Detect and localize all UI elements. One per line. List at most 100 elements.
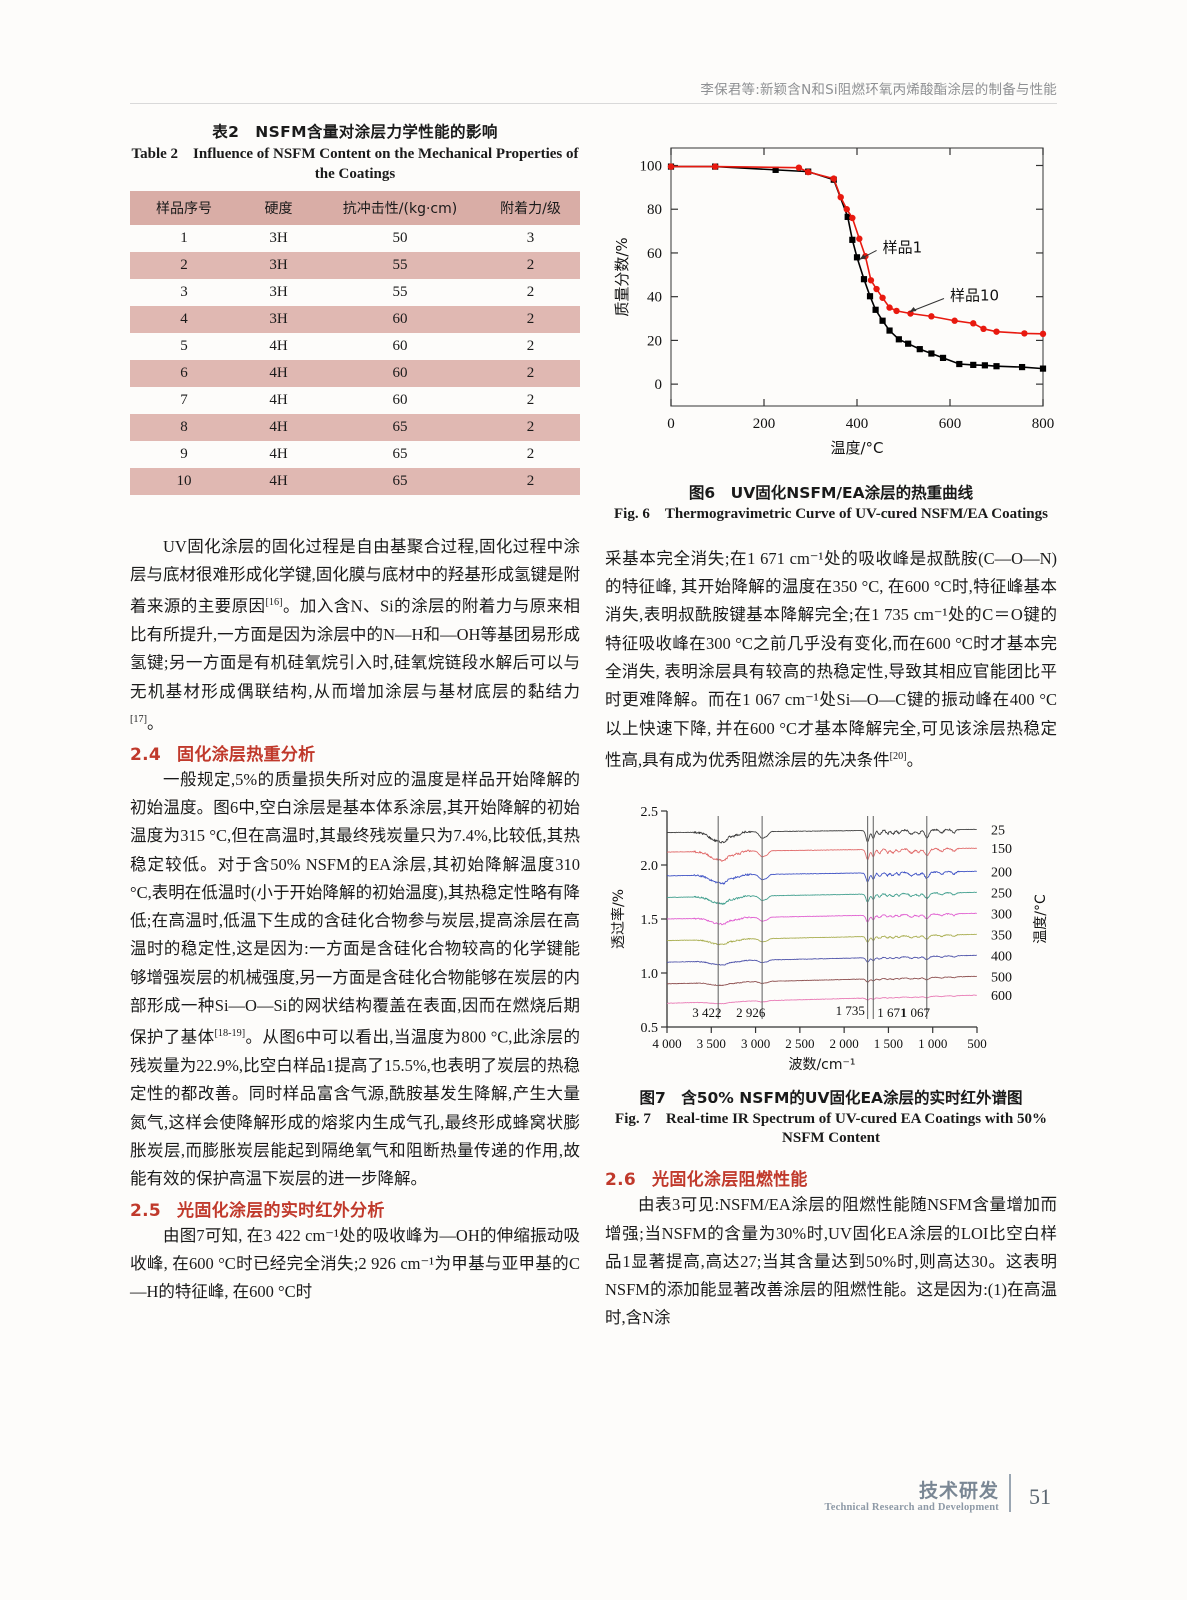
figure7-ir-chart: 4 000 3 500 3 000 2 500 2 000 1 500 1 000 500 0.… (605, 789, 1057, 1082)
left-column: 表2 NSFM含量对涂层力学性能的影响 Table 2 Influence of… (130, 120, 580, 1307)
svg-text:250: 250 (991, 886, 1012, 901)
running-head-rule (130, 103, 1057, 104)
section-heading-2-6: 2.6 光固化涂层阻燃性能 (605, 1165, 1057, 1190)
svg-text:40: 40 (647, 290, 662, 306)
page-number: 51 (1029, 1484, 1051, 1509)
table-header-row: 样品序号 硬度 抗冲击性/(kg·cm) 附着力/级 (130, 190, 580, 225)
svg-text:样品10: 样品10 (950, 286, 999, 304)
figure6-caption-en: Fig. 6 Thermogravimetric Curve of UV-cur… (614, 506, 1048, 522)
cell-impact: 50 (392, 229, 408, 246)
cell-sample-no: 4 (130, 305, 238, 333)
cell-sample-no: 8 (130, 413, 238, 441)
cell-hardness: 3H (238, 251, 319, 279)
cell-hardness: 4H (269, 445, 288, 462)
cell-sample-no: 6 (130, 359, 238, 387)
section-heading-2-5: 2.5 光固化涂层的实时红外分析 (130, 1196, 580, 1221)
page-footer: 技术研发 Technical Research and Development … (130, 1468, 1057, 1528)
table-row: 8 4H 65 2 (130, 413, 580, 441)
running-head: 李保君等:新颖含N和Si阻燃环氧丙烯酸酯涂层的制备与性能 (700, 82, 1057, 98)
svg-text:透过率/%: 透过率/% (610, 889, 627, 949)
section-number: 2.6 (605, 1170, 637, 1191)
cell-adhesion: 2 (481, 359, 580, 387)
cell-adhesion: 2 (526, 337, 535, 354)
right-column: 0 200 400 600 800 0 20 40 60 80 100 温度/°C 质量分数/% 样品1 样… (605, 120, 1057, 1333)
svg-text:400: 400 (991, 949, 1012, 964)
svg-text:2.5: 2.5 (641, 805, 659, 820)
cell-hardness: 3H (269, 283, 288, 300)
svg-text:1 000: 1 000 (918, 1036, 947, 1051)
section-title: 固化涂层热重分析 (177, 744, 316, 765)
cell-sample-no: 9 (180, 445, 188, 462)
cell-hardness: 4H (269, 391, 288, 408)
svg-text:1.5: 1.5 (641, 913, 659, 928)
table-row: 3 3H 55 2 (130, 279, 580, 306)
svg-text:波数/cm⁻¹: 波数/cm⁻¹ (788, 1057, 855, 1073)
figure6-caption-cn: 图6 UV固化NSFM/EA涂层的热重曲线 (688, 484, 974, 502)
svg-text:100: 100 (640, 158, 663, 174)
cell-sample-no: 1 (180, 229, 188, 246)
svg-text:3 000: 3 000 (741, 1036, 770, 1051)
figure6-tga-chart: 0 200 400 600 800 0 20 40 60 80 100 温度/°C 质量分数/% 样品1 样… (605, 120, 1057, 477)
cell-impact: 65 (319, 467, 481, 495)
col-header-adhesion: 附着力/级 (481, 190, 580, 225)
paragraph-ir-peaks: 采基本完全消失;在1 671 cm⁻¹处的吸收峰是叔酰胺(C—O—N)的特征峰,… (605, 548, 1057, 770)
cell-impact: 60 (319, 359, 481, 387)
svg-text:质量分数/%: 质量分数/% (613, 237, 631, 316)
cell-hardness: 4H (238, 467, 319, 495)
svg-text:200: 200 (991, 865, 1012, 880)
cell-impact: 55 (392, 283, 408, 300)
svg-text:2 000: 2 000 (830, 1036, 859, 1051)
table-row: 4 3H 60 2 (130, 305, 580, 333)
table-row: 7 4H 60 2 (130, 387, 580, 414)
table-row: 5 4H 60 2 (130, 333, 580, 360)
paragraph-adhesion-mechanism: UV固化涂层的固化过程是自由基聚合过程,固化过程中涂层与底材很难形成化学键,固化… (130, 536, 581, 733)
section-heading-2-4: 2.4 固化涂层热重分析 (130, 740, 580, 765)
svg-text:2.0: 2.0 (641, 859, 659, 874)
svg-text:0.5: 0.5 (641, 1021, 659, 1036)
table2-mechanical-properties: 样品序号 硬度 抗冲击性/(kg·cm) 附着力/级 1 3H 50 3 2 3… (130, 190, 580, 495)
svg-text:500: 500 (967, 1036, 987, 1051)
cell-adhesion: 2 (526, 445, 535, 462)
cell-impact: 65 (392, 445, 408, 462)
svg-text:25: 25 (991, 823, 1005, 838)
cell-sample-no: 7 (180, 391, 188, 408)
svg-text:20: 20 (647, 333, 662, 349)
ir-plot-svg: 4 000 3 500 3 000 2 500 2 000 1 500 1 000 500 0.… (610, 805, 1049, 1073)
tga-plot-svg: 0 200 400 600 800 0 20 40 60 80 100 温度/°C 质量分数/% 样品1 样… (613, 147, 1055, 457)
section-title: 光固化涂层的实时红外分析 (177, 1200, 385, 1221)
cell-sample-no: 10 (130, 467, 238, 495)
svg-text:1.0: 1.0 (641, 967, 659, 982)
svg-text:200: 200 (753, 416, 776, 432)
svg-text:1 067: 1 067 (901, 1005, 931, 1020)
svg-text:300: 300 (991, 907, 1012, 922)
svg-text:1 671: 1 671 (877, 1005, 906, 1020)
figure7-caption-cn: 图7 含50% NSFM的UV固化EA涂层的实时红外谱图 (639, 1088, 1023, 1107)
section-number: 2.5 (130, 1200, 162, 1221)
svg-text:800: 800 (1032, 416, 1055, 432)
cell-sample-no: 5 (180, 337, 188, 354)
cell-hardness: 4H (238, 413, 319, 441)
table-row: 9 4H 65 2 (130, 441, 580, 468)
svg-text:2 500: 2 500 (785, 1036, 814, 1051)
cell-impact: 60 (392, 391, 408, 408)
table-row: 2 3H 55 2 (130, 251, 580, 279)
cell-adhesion: 2 (526, 391, 535, 408)
cell-sample-no: 2 (130, 251, 238, 279)
table-row: 1 3H 50 3 (130, 225, 580, 252)
svg-text:1 735: 1 735 (836, 1003, 865, 1018)
cell-adhesion: 2 (526, 283, 535, 300)
cell-adhesion: 3 (526, 229, 535, 246)
table2-title-en: Table 2 Influence of NSFM Content on the… (131, 146, 579, 182)
svg-text:500: 500 (991, 970, 1012, 985)
svg-text:3 422: 3 422 (692, 1005, 721, 1020)
cell-hardness: 3H (269, 229, 288, 246)
svg-text:3 500: 3 500 (697, 1036, 726, 1051)
footer-section-en: Technical Research and Development (824, 1502, 999, 1513)
svg-text:0: 0 (655, 377, 663, 393)
cell-sample-no: 3 (180, 283, 188, 300)
svg-text:150: 150 (991, 842, 1012, 857)
svg-text:样品1: 样品1 (883, 238, 923, 256)
footer-divider (1009, 1474, 1011, 1512)
svg-text:温度/°C: 温度/°C (1033, 894, 1049, 944)
